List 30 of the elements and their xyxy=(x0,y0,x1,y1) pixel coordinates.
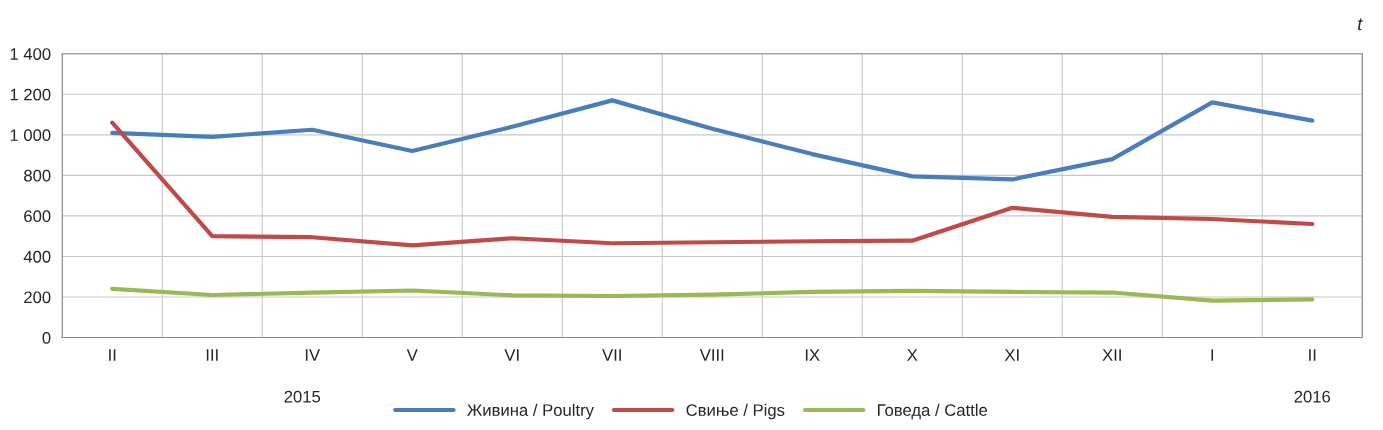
x-tick-label: IX xyxy=(805,349,820,361)
legend-label: Живина / Poultry xyxy=(467,403,594,420)
y-axis-title: t xyxy=(1358,18,1363,31)
x-tick-label: VI xyxy=(504,349,519,361)
x-tick-label: VII xyxy=(602,349,621,361)
y-tick-label: 400 xyxy=(23,250,51,263)
x-tick-label: XII xyxy=(1102,349,1121,361)
x-tick-label: X xyxy=(907,349,918,361)
x-tick-label: VIII xyxy=(699,349,724,361)
line-series xyxy=(110,98,1315,182)
text: 2015 xyxy=(284,390,321,403)
y-tick-label: 800 xyxy=(24,169,51,182)
y-tick-label: 1 400 xyxy=(10,48,51,60)
x-tick-label: II xyxy=(1309,349,1316,361)
y-tick-label: 1 000 xyxy=(10,129,51,142)
y-tick-label: 1 200 xyxy=(10,88,51,101)
legend-label: Свиње / Pigs xyxy=(686,403,785,420)
line-series xyxy=(110,120,1315,248)
x-tick-label: V xyxy=(406,349,418,361)
x-tick-label: IV xyxy=(305,349,321,361)
x-tick-label: III xyxy=(206,349,218,361)
y-tick-label: 600 xyxy=(24,210,51,223)
y-tick-label: 200 xyxy=(24,291,51,304)
y-tick-label: 0 xyxy=(42,331,51,344)
line-series xyxy=(110,286,1315,303)
text: 2016 xyxy=(1294,390,1331,403)
legend-label: Говеда / Cattle xyxy=(878,403,988,420)
x-tick-label: XI xyxy=(1004,349,1019,361)
x-tick-label: II xyxy=(109,349,116,361)
x-tick-label: I xyxy=(1211,349,1214,361)
